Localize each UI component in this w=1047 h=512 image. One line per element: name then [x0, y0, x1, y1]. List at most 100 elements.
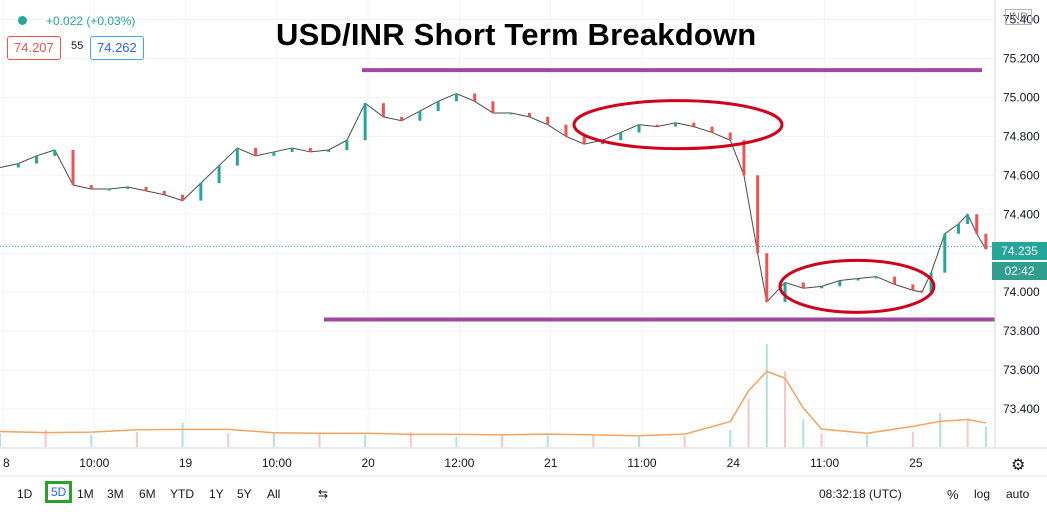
volume-bar [592, 434, 595, 447]
price-candle [637, 124, 641, 133]
price-candle [956, 224, 960, 234]
currency-label: INR [1005, 9, 1032, 25]
price-candle [820, 286, 824, 289]
price-candle [966, 214, 970, 224]
price-candle [874, 276, 878, 279]
price-candle [308, 148, 312, 152]
volume-bar [90, 434, 93, 447]
range-button-1m[interactable]: 1M [77, 487, 94, 501]
price-candle [473, 93, 477, 102]
volume-bar [546, 433, 549, 447]
price-candle [272, 151, 276, 156]
price-candle [35, 155, 39, 164]
range-button-6m[interactable]: 6M [139, 487, 156, 501]
consolidation-ellipse-upper [572, 99, 784, 151]
price-candle [144, 186, 148, 191]
log-scale-toggle[interactable]: log [974, 487, 991, 501]
range-button-all[interactable]: All [267, 487, 281, 501]
volume-bar [683, 436, 686, 447]
price-candle [254, 148, 258, 156]
grid [0, 0, 995, 448]
time-tick-label: 10:00 [79, 456, 109, 470]
price-candle [436, 101, 440, 112]
volume-ma-line [0, 370, 987, 437]
volume-bar [0, 433, 1, 447]
volume-bars [0, 343, 987, 447]
price-candle [418, 111, 422, 121]
price-candle [16, 163, 20, 168]
sell-price-button[interactable]: 74.207 [7, 36, 61, 60]
price-tick-label: 73.400 [1003, 402, 1040, 416]
bar-countdown: 02:42 [992, 262, 1047, 280]
time-axis[interactable]: 8 10:00 19 10:00 20 12:00 21 11:00 24 11:00 25 [0, 447, 1047, 477]
last-price-tag: 74.235 [992, 242, 1047, 260]
price-candle [509, 112, 513, 115]
price-candle [984, 233, 988, 250]
annotations [0, 68, 995, 322]
time-tick-label: 12:00 [444, 456, 474, 470]
price-candle [199, 183, 203, 201]
price-candle [181, 194, 185, 201]
volume-bar [44, 429, 47, 447]
buy-price-button[interactable]: 74.262 [90, 36, 144, 60]
price-candle [692, 122, 696, 127]
price-candle [742, 140, 746, 176]
range-button-ytd[interactable]: YTD [170, 487, 194, 501]
time-tick-label: 11:00 [810, 456, 839, 470]
volume-bar [501, 434, 504, 447]
volume-bar [318, 433, 321, 447]
range-button-1d[interactable]: 1D [17, 487, 33, 501]
clock-utc[interactable]: 08:32:18 (UTC) [819, 487, 902, 501]
spread-value: 55 [71, 40, 84, 52]
price-candle [911, 284, 915, 291]
price-candle [327, 149, 331, 152]
price-tick-label: 73.800 [1003, 324, 1040, 338]
price-candle [363, 103, 367, 141]
time-tick-label: 11:00 [627, 456, 656, 470]
price-axis[interactable]: 75.40075.20075.00074.80074.60074.40074.2… [994, 0, 1040, 448]
volume-bar [802, 419, 805, 447]
price-line [0, 92, 987, 303]
volume-bar [227, 433, 230, 447]
price-candle [290, 148, 294, 152]
gear-icon[interactable]: ⚙ [1011, 457, 1026, 474]
chart-title: USD/INR Short Term Breakdown [276, 17, 757, 52]
price-candle [920, 290, 924, 293]
range-button-5d[interactable]: 5D [45, 481, 73, 503]
volume-bar [729, 429, 732, 447]
price-candle [527, 112, 531, 117]
volume-bar [181, 422, 184, 447]
range-button-1y[interactable]: 1Y [209, 487, 224, 501]
volume-bar [135, 431, 138, 447]
percent-scale-toggle[interactable]: % [947, 487, 959, 502]
price-tick-label: 74.000 [1003, 285, 1040, 299]
price-candle [619, 132, 623, 141]
price-tick-label: 75.000 [1003, 90, 1040, 104]
volume-bar [911, 431, 914, 447]
volume-bar [866, 434, 869, 447]
price-candle [235, 148, 239, 166]
price-candle [400, 116, 404, 121]
price-candle [801, 282, 805, 289]
price-candle [491, 101, 495, 113]
volume-bar [939, 412, 942, 447]
price-candle [783, 282, 787, 302]
volume-bar [966, 419, 969, 447]
range-button-3m[interactable]: 3M [107, 487, 124, 501]
volume-bar [364, 434, 367, 447]
price-candle [454, 93, 458, 102]
price-candle [217, 165, 221, 184]
price-candle [943, 233, 947, 273]
range-button-5y[interactable]: 5Y [237, 487, 252, 501]
volume-bar [272, 431, 275, 447]
price-candle [345, 140, 349, 150]
time-tick-label: 19 [179, 456, 193, 470]
volume-bar [820, 433, 823, 447]
price-candle [546, 116, 550, 125]
price-tick-label: 75.400 [1003, 12, 1040, 26]
price-candle [856, 278, 860, 281]
compare-range-icon[interactable]: ⇆ [318, 487, 329, 501]
auto-scale-toggle[interactable]: auto [1006, 487, 1030, 501]
price-candle [381, 103, 385, 117]
